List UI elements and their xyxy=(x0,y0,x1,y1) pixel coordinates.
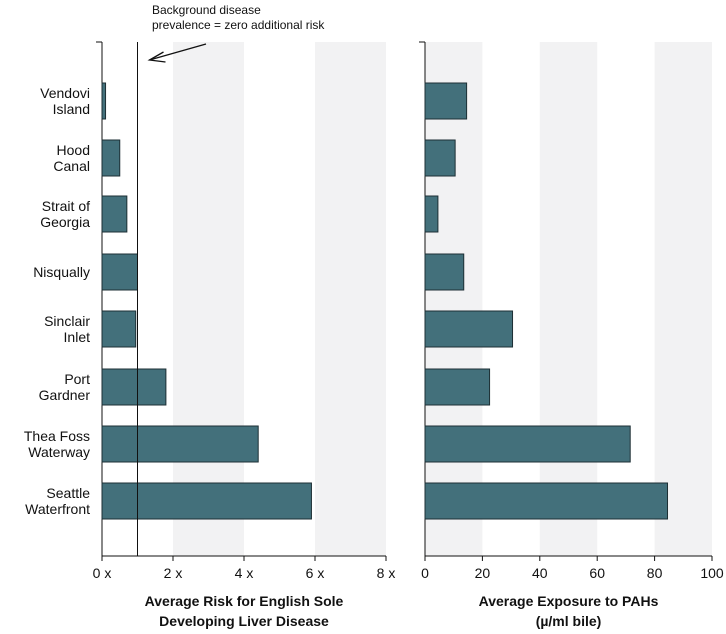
x-axis-title: Average Risk for English Sole Developing … xyxy=(145,593,344,629)
annotation-text: Background disease prevalence = zero addi… xyxy=(152,3,325,32)
category-label-line: Inlet xyxy=(64,329,91,345)
category-label-line: Sinclair xyxy=(44,313,90,329)
shaded-band xyxy=(539,42,598,556)
category-label: Vendovi Island xyxy=(40,85,90,117)
shaded-band xyxy=(425,42,483,556)
x-tick-label: 100 xyxy=(700,565,724,581)
bar xyxy=(424,253,465,291)
bar xyxy=(424,82,468,120)
bar xyxy=(424,482,669,520)
category-label: Port Gardner xyxy=(39,371,91,403)
x-axis-title-line: Average Exposure to PAHs xyxy=(479,593,659,609)
x-tick-label: 6 x xyxy=(306,565,325,581)
bar xyxy=(424,310,514,348)
category-label-line: Waterway xyxy=(28,444,90,460)
category-label-line: Nisqually xyxy=(33,264,90,280)
x-tick-label: 80 xyxy=(647,565,663,581)
chart-panel-pah: 0 20 40 60 80 100 Average Exposure to PAHs (µ/m… xyxy=(419,41,724,629)
category-label-line: Port xyxy=(64,371,90,387)
category-label-line: Thea Foss xyxy=(24,428,90,444)
bar xyxy=(101,310,137,348)
x-tick-label: 60 xyxy=(589,565,605,581)
x-tick-label: 40 xyxy=(532,565,548,581)
category-label-line: Waterfront xyxy=(25,501,90,517)
x-axis-title: Average Exposure to PAHs (µ/ml bile) xyxy=(479,593,659,629)
category-label-line: Georgia xyxy=(40,214,90,230)
bar xyxy=(424,195,439,233)
category-label-line: Seattle xyxy=(46,485,90,501)
category-label: Strait of Georgia xyxy=(40,198,90,230)
x-tick-label: 8 x xyxy=(377,565,396,581)
category-label: Sinclair Inlet xyxy=(44,313,90,345)
category-label: Nisqually xyxy=(33,264,90,280)
bar xyxy=(101,195,128,233)
category-label-line: Gardner xyxy=(39,387,91,403)
category-label-line: Island xyxy=(53,101,90,117)
category-label: Hood Canal xyxy=(53,142,90,174)
bar xyxy=(101,368,167,406)
chart-panel-risk: 0 x 2 x 4 x 6 x 8 x Background disease prevale… xyxy=(93,3,396,629)
x-tick-label: 0 x xyxy=(93,565,112,581)
x-axis-title-line: (µ/ml bile) xyxy=(536,613,602,629)
category-label-line: Strait of xyxy=(42,198,90,214)
bar xyxy=(424,368,491,406)
x-tick-label: 4 x xyxy=(235,565,254,581)
annotation-arrowhead xyxy=(147,51,166,63)
x-tick-label: 2 x xyxy=(164,565,183,581)
x-tick-label: 0 xyxy=(421,565,429,581)
category-label-line: Vendovi xyxy=(40,85,90,101)
shaded-band xyxy=(173,42,244,556)
annotation-line: Background disease xyxy=(152,3,261,17)
bar xyxy=(101,139,121,177)
annotation-line: prevalence = zero additional risk xyxy=(152,18,325,32)
shaded-band xyxy=(654,42,712,556)
x-axis-title-line: Average Risk for English Sole xyxy=(145,593,344,609)
bar xyxy=(101,82,107,120)
category-label-line: Canal xyxy=(53,158,90,174)
shaded-band xyxy=(315,42,386,556)
bar xyxy=(424,139,456,177)
category-label: Thea Foss Waterway xyxy=(24,428,90,460)
x-tick-label: 20 xyxy=(475,565,491,581)
bar xyxy=(101,253,138,291)
bar xyxy=(101,482,312,520)
annotation-arrow xyxy=(149,43,207,61)
bar xyxy=(424,425,631,463)
x-axis-title-line: Developing Liver Disease xyxy=(159,613,329,629)
bar xyxy=(101,425,259,463)
category-label: Seattle Waterfront xyxy=(25,485,90,517)
category-label-line: Hood xyxy=(57,142,90,158)
